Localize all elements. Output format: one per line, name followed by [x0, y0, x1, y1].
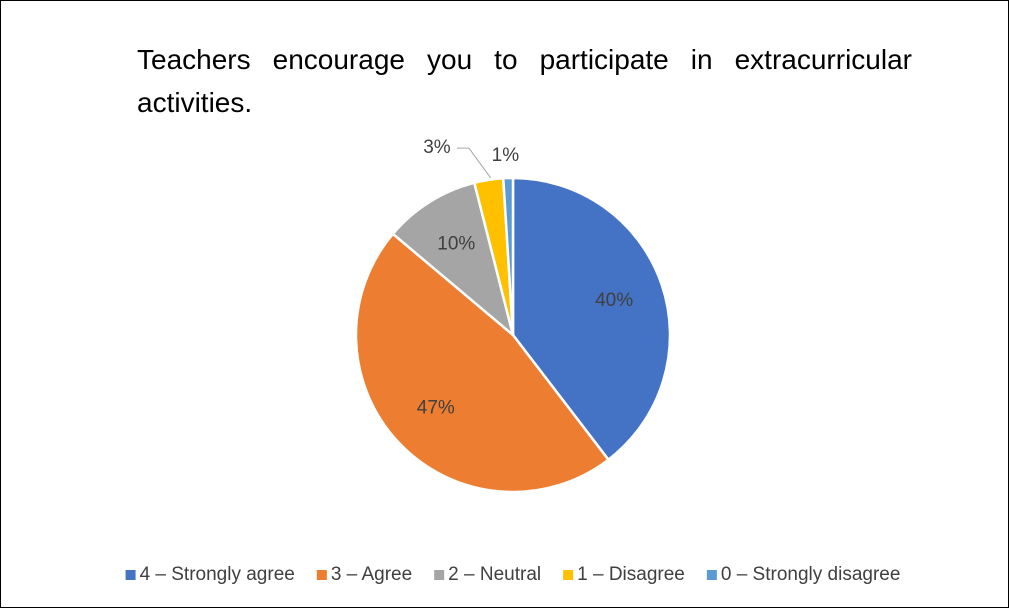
legend-label: 3 – Agree — [331, 564, 412, 585]
legend-marker — [563, 570, 574, 580]
pie-slice — [354, 232, 611, 494]
legend-marker — [434, 570, 445, 580]
pie-slice — [511, 176, 672, 462]
data-label: 1% — [492, 145, 520, 166]
chart-title: Teachers encourage you to participate in… — [137, 44, 912, 118]
legend-marker — [125, 570, 136, 580]
legend-marker — [706, 570, 717, 580]
pie-slice — [501, 176, 515, 336]
legend-label: 0 – Strongly disagree — [721, 564, 901, 585]
data-label: 40% — [595, 290, 633, 311]
data-label: 3% — [423, 137, 451, 158]
legend-label: 2 – Neutral — [448, 564, 541, 585]
legend-label: 4 – Strongly agree — [140, 564, 295, 585]
data-label: 10% — [437, 234, 475, 255]
leader-line — [456, 147, 492, 179]
legend-marker — [316, 570, 327, 580]
data-label: 47% — [417, 398, 455, 419]
legend-label: 1 – Disagree — [577, 564, 685, 585]
